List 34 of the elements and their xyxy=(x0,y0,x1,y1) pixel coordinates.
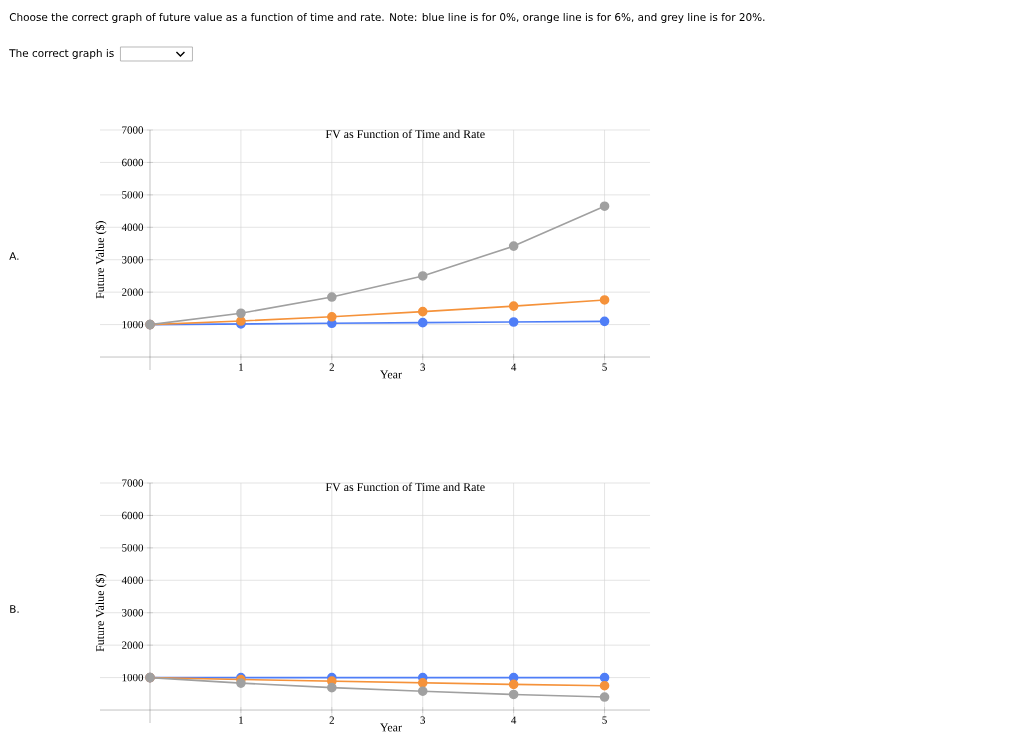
x-tick-label: 3 xyxy=(420,363,426,371)
chart-title: FV as Function of Time and Rate xyxy=(325,129,485,139)
y-tick-label: 3000 xyxy=(122,256,144,264)
x-tick-label: 2 xyxy=(329,363,334,371)
x-tick-label: 4 xyxy=(511,363,517,371)
text: Choose the correct graph of future value as a function of time and rate. Note: blue line is for 0%, orange line is for 6%, and grey line is for 20%. xyxy=(9,12,765,24)
text: B. xyxy=(10,605,19,613)
text: A. xyxy=(9,252,19,260)
x-tick-label: 4 xyxy=(511,716,517,724)
y-tick-label: 3000 xyxy=(122,609,144,617)
y-tick-label: 5000 xyxy=(122,191,144,199)
y-tick-label: 2000 xyxy=(122,641,144,649)
y-axis-title: Future Value ($) xyxy=(95,574,107,652)
x-tick-label: 5 xyxy=(602,716,607,724)
y-tick-label: 6000 xyxy=(122,158,144,167)
x-tick-label: 3 xyxy=(420,716,426,724)
x-tick-label: 5 xyxy=(602,363,607,371)
y-tick-label: 7000 xyxy=(122,479,144,487)
text: The correct graph is xyxy=(9,48,114,60)
y-tick-label: 1000 xyxy=(122,320,144,329)
chart-title: FV as Function of Time and Rate xyxy=(325,482,485,492)
y-tick-label: 4000 xyxy=(121,576,144,584)
x-axis-title: Year xyxy=(380,370,402,379)
y-tick-label: 1000 xyxy=(122,673,144,682)
y-tick-label: 7000 xyxy=(122,126,144,134)
y-axis-title: Future Value ($) xyxy=(95,221,107,299)
x-tick-label: 1 xyxy=(239,716,243,724)
x-tick-label: 2 xyxy=(329,716,334,724)
y-tick-label: 2000 xyxy=(122,288,144,296)
y-tick-label: 5000 xyxy=(122,544,144,552)
x-tick-label: 1 xyxy=(239,363,243,371)
y-tick-label: 4000 xyxy=(121,223,144,231)
x-axis-title: Year xyxy=(380,723,402,732)
y-tick-label: 6000 xyxy=(122,511,144,520)
